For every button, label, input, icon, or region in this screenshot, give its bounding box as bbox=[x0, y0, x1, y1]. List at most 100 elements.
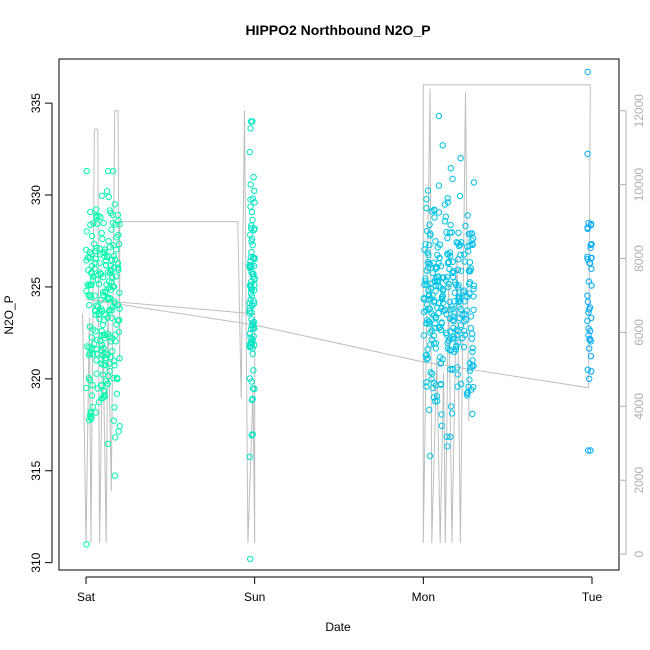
data-point bbox=[586, 345, 593, 352]
data-point bbox=[425, 260, 432, 267]
data-point bbox=[247, 555, 254, 563]
data-point bbox=[458, 239, 465, 246]
data-point bbox=[84, 281, 91, 288]
data-point bbox=[437, 323, 444, 331]
data-point bbox=[460, 318, 467, 325]
data-point bbox=[247, 181, 254, 188]
data-point bbox=[421, 281, 428, 288]
data-point bbox=[249, 431, 256, 438]
data-point bbox=[454, 266, 462, 273]
data-point bbox=[86, 323, 94, 330]
data-point bbox=[425, 296, 432, 303]
data-point bbox=[586, 375, 593, 382]
data-point bbox=[106, 278, 113, 285]
data-point bbox=[105, 237, 112, 245]
data-point bbox=[248, 378, 255, 385]
data-point bbox=[587, 353, 595, 360]
data-point bbox=[420, 308, 428, 316]
data-point bbox=[586, 335, 594, 343]
data-point bbox=[105, 193, 113, 201]
data-point bbox=[247, 203, 254, 210]
data-point bbox=[89, 403, 97, 411]
data-point bbox=[108, 306, 116, 314]
data-point bbox=[248, 238, 255, 245]
data-point bbox=[434, 251, 441, 259]
data-point bbox=[470, 282, 478, 289]
data-point bbox=[458, 267, 465, 275]
data-point bbox=[444, 199, 452, 206]
data-point bbox=[110, 358, 118, 365]
data-point bbox=[467, 313, 475, 320]
data-point bbox=[89, 273, 97, 280]
data-point bbox=[249, 242, 256, 249]
data-point bbox=[251, 254, 258, 262]
data-point bbox=[92, 255, 99, 262]
data-point bbox=[248, 396, 256, 404]
data-point bbox=[454, 383, 461, 390]
data-point bbox=[108, 314, 116, 322]
data-point bbox=[88, 251, 95, 258]
data-point bbox=[247, 231, 254, 239]
data-point bbox=[113, 374, 121, 381]
data-point bbox=[249, 395, 256, 402]
data-point bbox=[470, 285, 477, 293]
data-point bbox=[114, 317, 122, 324]
data-point bbox=[454, 364, 461, 371]
altitude-line-layer bbox=[82, 84, 591, 544]
data-point bbox=[450, 334, 457, 341]
data-point bbox=[248, 224, 255, 232]
data-point bbox=[584, 253, 591, 260]
data-point bbox=[98, 327, 105, 335]
data-point bbox=[423, 356, 430, 363]
data-point bbox=[115, 241, 123, 248]
data-point bbox=[100, 317, 108, 324]
y-axis: 310 315 320 325 330 335 bbox=[29, 93, 53, 573]
data-point bbox=[105, 372, 112, 380]
data-point bbox=[428, 370, 436, 377]
data-point bbox=[85, 374, 93, 382]
data-point bbox=[447, 433, 454, 440]
data-point bbox=[585, 447, 592, 454]
data-point bbox=[437, 360, 445, 367]
data-point bbox=[103, 253, 111, 261]
data-point bbox=[469, 344, 476, 352]
data-point bbox=[249, 345, 256, 352]
altitude-line bbox=[82, 84, 591, 544]
data-point bbox=[464, 243, 471, 250]
data-point bbox=[88, 346, 96, 353]
x-tick-label: Mon bbox=[412, 590, 435, 604]
data-point bbox=[449, 269, 456, 276]
x-tick-label: Sat bbox=[77, 590, 96, 604]
data-point bbox=[444, 443, 451, 450]
data-point bbox=[426, 221, 433, 229]
data-point bbox=[112, 434, 119, 441]
data-point bbox=[460, 289, 467, 296]
data-point bbox=[106, 360, 113, 367]
data-point bbox=[455, 239, 462, 247]
data-point bbox=[444, 234, 451, 242]
data-point bbox=[250, 273, 257, 281]
data-point bbox=[102, 354, 109, 362]
data-point bbox=[427, 329, 434, 336]
data-point bbox=[98, 270, 105, 278]
data-point bbox=[112, 273, 120, 280]
y2-tick-label: 8000 bbox=[632, 245, 646, 272]
data-point bbox=[88, 269, 95, 276]
data-point bbox=[447, 403, 455, 410]
y-tick-label: 335 bbox=[29, 93, 43, 113]
data-point bbox=[426, 406, 433, 414]
data-point bbox=[98, 192, 106, 199]
data-point bbox=[116, 423, 123, 430]
data-point bbox=[431, 214, 438, 221]
data-point bbox=[249, 336, 256, 343]
data-point bbox=[104, 295, 111, 302]
data-point bbox=[87, 208, 94, 216]
data-point bbox=[432, 287, 439, 295]
data-point bbox=[109, 283, 117, 290]
data-point bbox=[110, 417, 118, 424]
data-point bbox=[106, 284, 113, 291]
data-point bbox=[93, 212, 100, 220]
data-point bbox=[94, 350, 101, 357]
data-point bbox=[584, 317, 591, 325]
data-point bbox=[97, 214, 104, 221]
